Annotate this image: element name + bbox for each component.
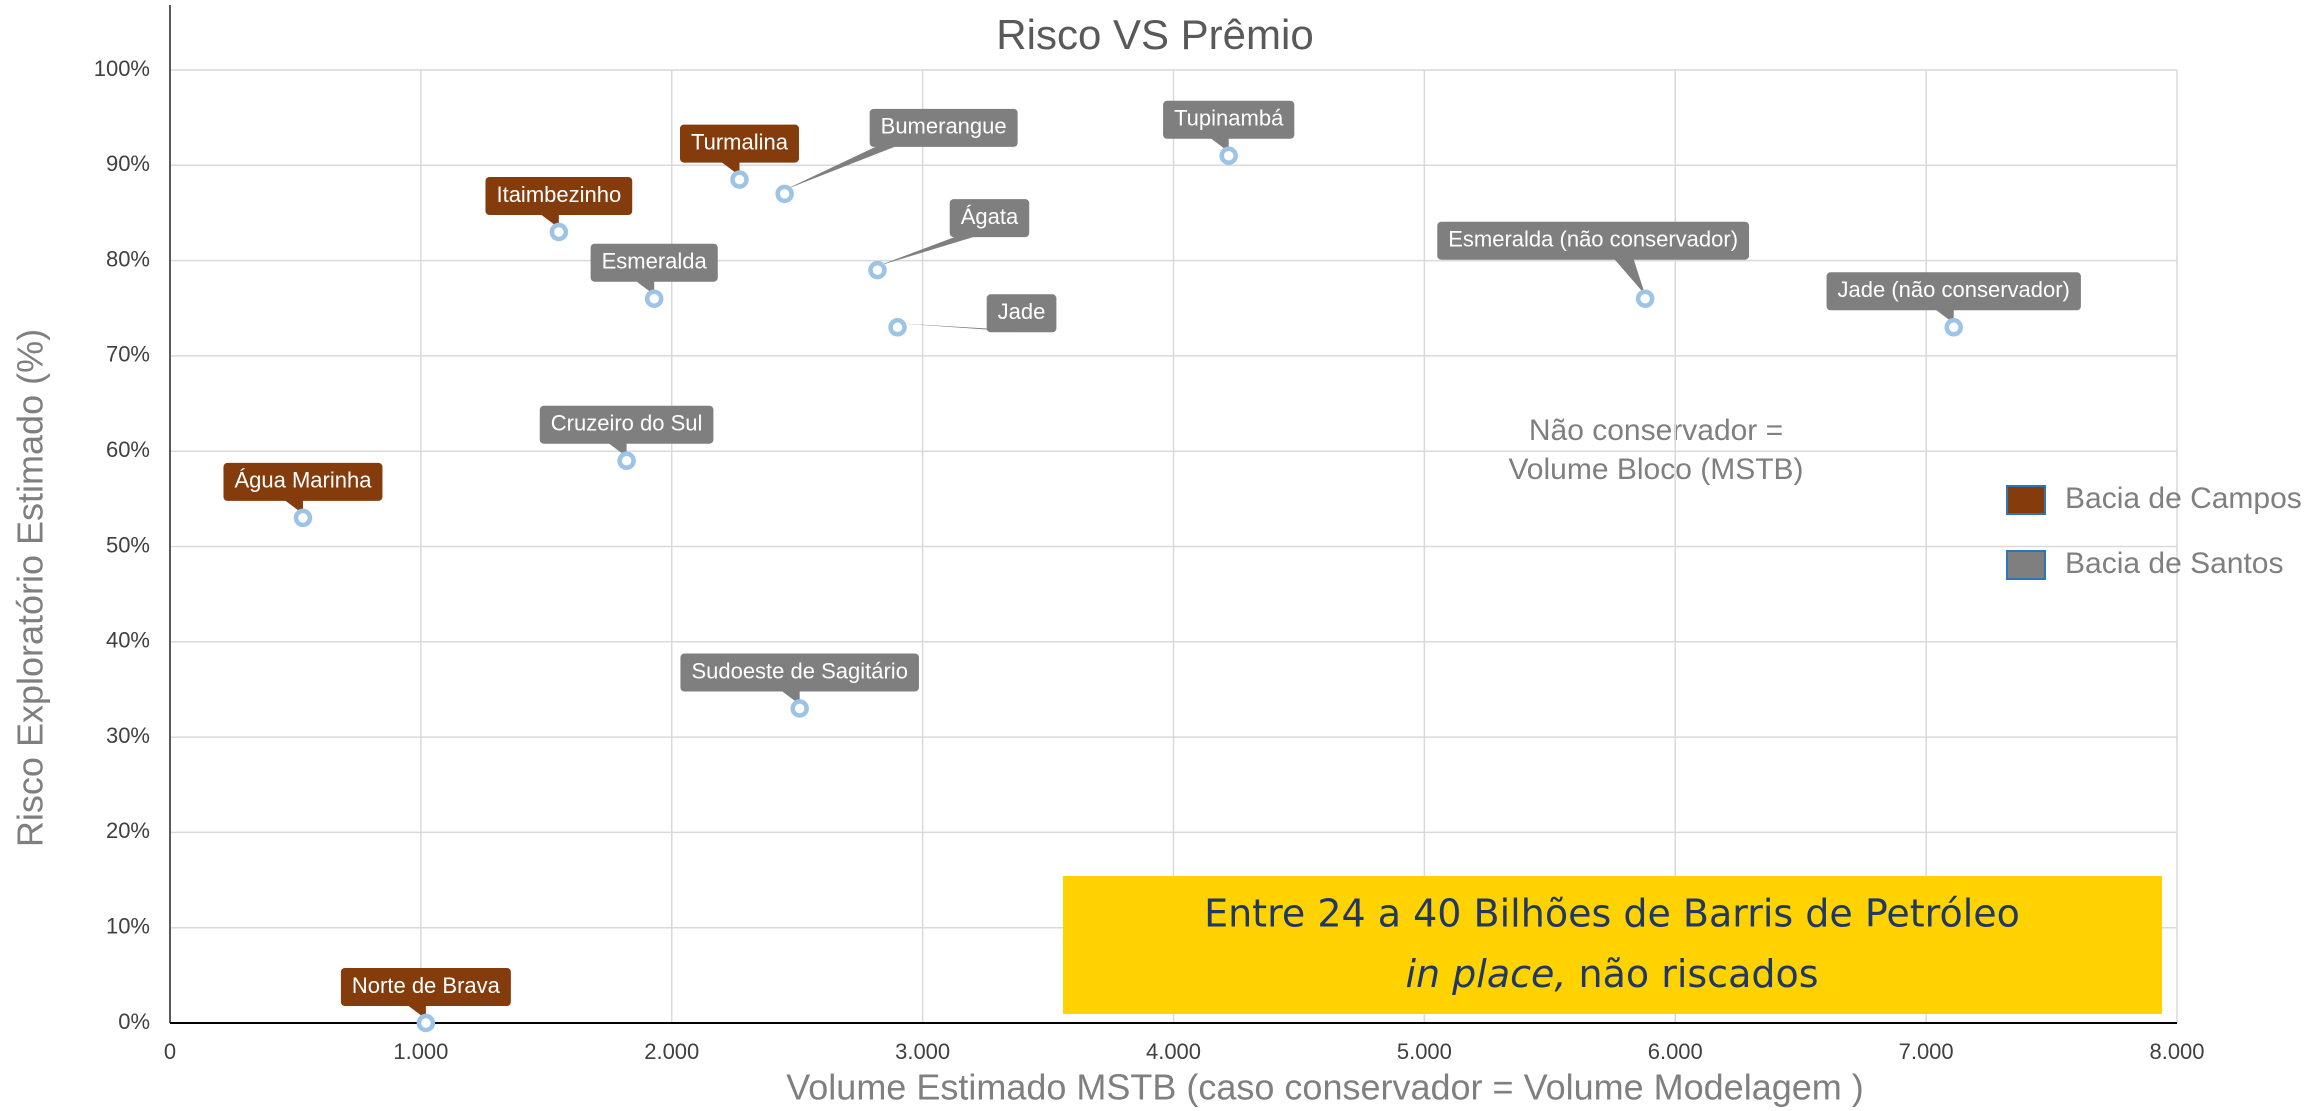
label-box [1826,272,2081,311]
data-label: Esmeralda (não conservador) [1437,221,1750,295]
label-box [679,124,799,163]
legend-swatch [2006,485,2046,515]
label-text: Água Marinha [234,468,372,493]
y-tick-label: 20% [106,818,150,843]
chart-title: Risco VS Prêmio [996,11,1313,58]
highlight-text: in place, não riscados [1405,952,1818,996]
label-box [340,968,511,1006]
y-tick-label: 30% [106,723,150,748]
data-label: Ágata [877,199,1030,267]
label-text: Cruzeiro do Sul [551,411,703,436]
y-tick-label: 40% [106,628,150,653]
data-label: Jade [897,294,1057,333]
x-tick-label: 5.000 [1397,1039,1452,1064]
label-text: Turmalina [691,129,789,154]
x-tick-label: 8.000 [2149,1039,2204,1064]
x-tick-label: 6.000 [1648,1039,1703,1064]
y-tick-label: 10% [106,914,150,939]
point [868,260,887,280]
label-box [223,462,383,501]
note: Volume Bloco (MSTB) [1508,453,1803,486]
data-label: Esmeralda [590,243,718,295]
point [790,699,809,718]
label-box [949,199,1030,238]
data-label: Turmalina [679,124,799,176]
label-pointer [897,323,1017,331]
y-tick-label: 80% [106,246,150,271]
label-box [1163,100,1295,139]
data-label: Jade (não conservador) [1826,272,2081,324]
highlight-text: Entre 24 a 40 Bilhões de Barris de Petró… [1204,892,2020,936]
point [1635,289,1655,308]
point [888,318,907,337]
label-text: Sudoeste de Sagitário [691,658,908,683]
y-tick-label: 90% [106,151,150,176]
legend-label: Bacia de Santos [2065,547,2283,580]
y-tick-label: 60% [106,437,150,462]
data-label: Sudoeste de Sagitário [680,653,919,705]
x-tick-label: 4.000 [1146,1039,1201,1064]
data-label: Norte de Brava [340,968,511,1019]
point [775,184,794,204]
label-pointer [877,235,980,267]
label-box [590,243,718,282]
note: Não conservador = [1529,414,1783,447]
highlight-box [1063,876,2162,1014]
data-label: Cruzeiro do Sul [539,405,714,457]
label-box [869,108,1018,147]
label-text: Tupinambá [1174,106,1284,131]
y-tick-label: 70% [106,342,150,367]
y-tick-label: 100% [94,56,150,81]
data-label: Água Marinha [223,462,383,514]
label-text: Bumerangue [881,114,1007,139]
x-tick-label: 0 [164,1039,176,1064]
legend-swatch [2006,550,2046,580]
point [1219,146,1238,166]
data-label: Bumerangue [784,108,1018,190]
label-text: Jade [998,299,1046,324]
point [416,1013,436,1033]
data-label: Itaimbezinho [485,177,633,229]
label-text: Ágata [961,204,1019,229]
label-box [485,177,633,216]
label-pointer [1613,257,1646,295]
label-text: Esmeralda (não conservador) [1448,227,1738,252]
label-box [680,653,919,692]
label-text: Jade (não conservador) [1838,277,2070,302]
legend-label: Bacia de Campos [2065,482,2302,515]
point [549,222,569,242]
x-tick-label: 1.000 [393,1039,448,1064]
y-axis-label: Risco Exploratório Estimado (%) [10,329,51,847]
point [644,289,664,308]
label-box [539,405,714,444]
label-text: Itaimbezinho [496,182,621,207]
y-tick-label: 50% [106,532,150,557]
label-text: Esmeralda [602,249,708,274]
highlight-italic: in place, [1405,952,1566,996]
highlight-rest: não riscados [1579,952,1819,996]
x-axis-label: Volume Estimado MSTB (caso conservador =… [786,1067,1864,1108]
point [293,508,313,528]
label-box [986,294,1057,333]
point [617,451,636,470]
y-tick-label: 0% [118,1009,150,1034]
x-tick-label: 2.000 [644,1039,699,1064]
point [730,170,749,189]
data-label: Tupinambá [1163,100,1295,152]
x-tick-label: 7.000 [1899,1039,1954,1064]
label-text: Norte de Brava [352,973,501,998]
label-pointer [784,144,900,190]
point [1944,318,1963,337]
x-tick-label: 3.000 [895,1039,950,1064]
label-box [1437,221,1750,260]
